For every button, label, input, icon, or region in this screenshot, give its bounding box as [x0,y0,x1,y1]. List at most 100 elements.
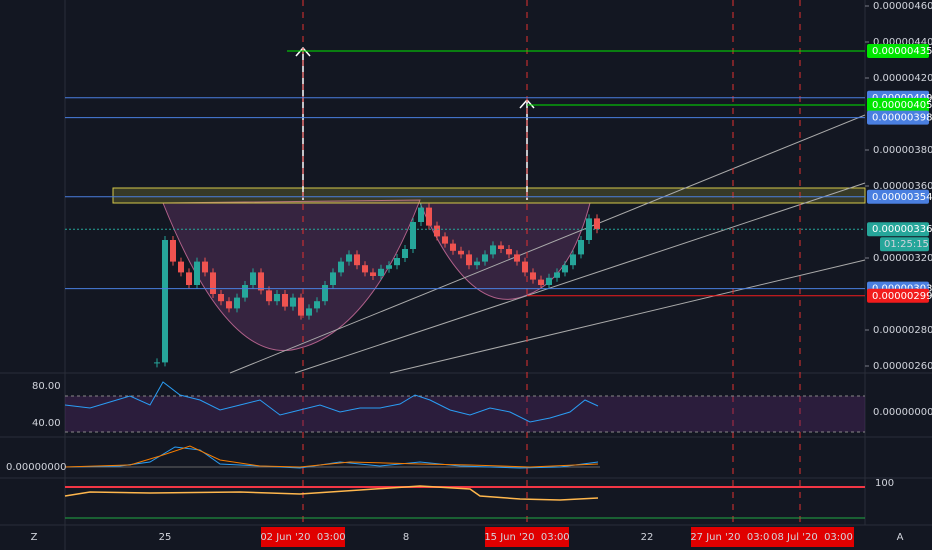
price-tag: 0.00000398 [867,110,932,125]
candle [482,254,488,262]
cup-pattern [419,202,591,300]
candle [322,285,328,302]
price-tag-bg [867,222,929,237]
date-tag-bg [770,527,854,547]
candle [418,207,424,222]
candle [530,272,536,280]
candle [538,279,544,285]
countdown-bg [880,237,929,252]
candle [410,222,416,249]
candle [234,297,240,309]
date-tag: 08 Jul '20 03:00 [771,532,853,543]
rsi-line [64,381,599,423]
candle [402,249,408,258]
candle [186,272,192,285]
candle [594,218,600,230]
price-tag: 0.00000405 [867,98,932,112]
candle [298,297,304,316]
price-tag: 0.00000299 [867,288,932,303]
rsi-tick-label: 80.00 [32,381,61,392]
date-tag: 15 Jun '20 03:00 [484,532,569,543]
osc-line [64,485,599,501]
candle [210,272,216,294]
candle [490,245,496,255]
candle [442,236,448,244]
y-tick-label: 0.00000380 [873,145,932,156]
date-tag: 27 Jun '20 03:00 [690,532,775,543]
candle [250,272,256,285]
price-tag-label: 0.00000398 [872,113,932,124]
countdown: 01:25:15 [884,239,929,250]
candle [258,272,264,291]
candle [522,261,528,273]
date-tag-bg [691,527,775,547]
y-tick-label: 0.00000460 [873,1,932,12]
price-tag-label: 0.00000299 [872,291,932,302]
candle [394,258,400,266]
candle [170,240,176,262]
price-tag-bg [867,44,929,58]
candle [346,254,352,262]
price-tag-bg [867,98,929,112]
candle [514,254,520,262]
candle [466,254,472,266]
osc-value: 100 [875,478,894,489]
trend-line [229,114,866,374]
candle [386,265,392,269]
candle [370,272,376,276]
price-tag-label: 0.00000435 [872,46,932,57]
macd-value: 0.00000000 [6,462,66,473]
candle [354,254,360,266]
candle [474,261,480,266]
price-tag-label: 0.00000405 [872,100,932,111]
y-tick-label: 0.00000440 [873,37,932,48]
date-tag-bg [261,527,345,547]
y-tick-label: 0.00000320 [873,253,932,264]
y-tick-label: 0.00000420 [873,73,932,84]
trend-line [389,259,866,374]
y-tick-label: 0.00000280 [873,325,932,336]
candle [362,265,368,273]
x-tick-label: 22 [641,532,654,543]
price-tag: 0.00000435 [867,44,932,58]
price-tag-label: 0.00000354 [872,192,932,203]
price-tag-bg [867,110,929,125]
candle [282,294,288,307]
resistance-zone [112,187,866,204]
toolbar-icon[interactable]: A [897,532,904,543]
rsi-value: 0.00000000 [873,407,932,418]
candle [570,254,576,266]
date-tag-bg [485,527,569,547]
candle [562,265,568,273]
candle [290,297,296,307]
candle [498,245,504,249]
price-tag: 0.00000354 [867,189,932,204]
candle [578,240,584,255]
date-tag: 02 Jun '20 03:00 [260,532,345,543]
candle [450,243,456,251]
candle [378,268,384,276]
candle [434,225,440,237]
x-tick-label: 8 [403,532,409,543]
rsi-tick-label: 40.00 [32,418,61,429]
candle [426,207,432,226]
trend-line [294,182,866,374]
y-tick-label: 0.00000260 [873,361,932,372]
candle [554,272,560,278]
price-tag-label: 0.00000336 [872,224,932,235]
x-tick-label: 25 [159,532,172,543]
price-tag-bg [867,288,929,303]
price-tag-bg [867,189,929,204]
candle [274,294,280,302]
candle [330,272,336,285]
candle [202,261,208,273]
candle [266,290,272,302]
candle [178,261,184,273]
y-tick-label: 0.00000360 [873,181,932,192]
macd-signal [64,445,599,468]
candle [458,250,464,255]
toolbar-icon[interactable]: Z [31,532,38,543]
price-tag: 0.00000336 [867,222,932,237]
candle [506,249,512,255]
